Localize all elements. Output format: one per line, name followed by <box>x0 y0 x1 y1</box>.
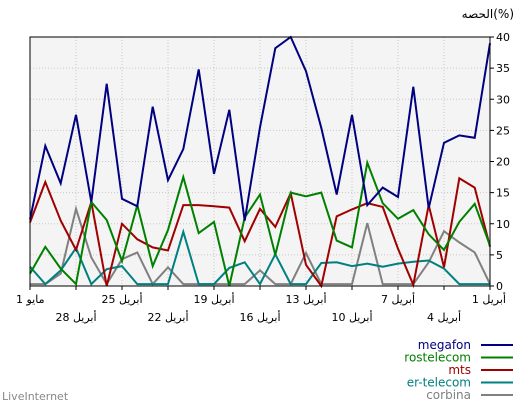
y-tick-label: 10 <box>496 218 510 231</box>
y-tick-label: 35 <box>496 62 510 75</box>
y-tick-label: 40 <box>496 31 510 44</box>
y-axis-label: الحصه(%) <box>462 7 514 21</box>
x-tick-label: 13 أبريل <box>285 292 326 306</box>
x-tick-label: 1 مايو <box>16 293 45 306</box>
x-tick-label: 7 أبريل <box>381 292 415 306</box>
watermark-text: LiveInternet <box>2 390 69 403</box>
y-tick-label: 15 <box>496 187 510 200</box>
y-tick-label: 5 <box>496 249 503 262</box>
legend-label-rostelecom: rostelecom <box>404 351 471 365</box>
legend-label-corbina: corbina <box>426 388 471 402</box>
legend-label-er-telecom: er-telecom <box>407 376 471 390</box>
x-tick-label: 25 أبريل <box>101 292 142 306</box>
x-axis-ticks: 1 أبريل 7 أبريل 13 أبريل 19 أبريل 25 أبريل 1 … <box>16 286 506 324</box>
x-tick-label: 16 أبريل <box>239 310 280 324</box>
y-tick-label: 20 <box>496 156 510 169</box>
x-tick-label: 10 أبريل <box>331 310 372 324</box>
x-tick-label: 22 أبريل <box>147 310 188 324</box>
y-axis-ticks: 0 5 10 15 20 25 30 35 40 <box>490 31 510 293</box>
y-tick-label: 0 <box>496 280 503 293</box>
legend-label-mts: mts <box>448 363 471 377</box>
legend-label-megafon: megafon <box>418 338 471 352</box>
y-tick-label: 30 <box>496 93 510 106</box>
x-tick-label: 19 أبريل <box>193 292 234 306</box>
x-tick-label: 1 أبريل <box>472 292 506 306</box>
y-tick-label: 25 <box>496 124 510 137</box>
series-line-rostelecom <box>29 158 491 287</box>
x-tick-label: 4 أبريل <box>427 310 461 324</box>
series-line-megafon <box>29 35 491 221</box>
series-line-er-telecom <box>29 228 490 287</box>
x-tick-label: 28 أبريل <box>55 310 96 324</box>
